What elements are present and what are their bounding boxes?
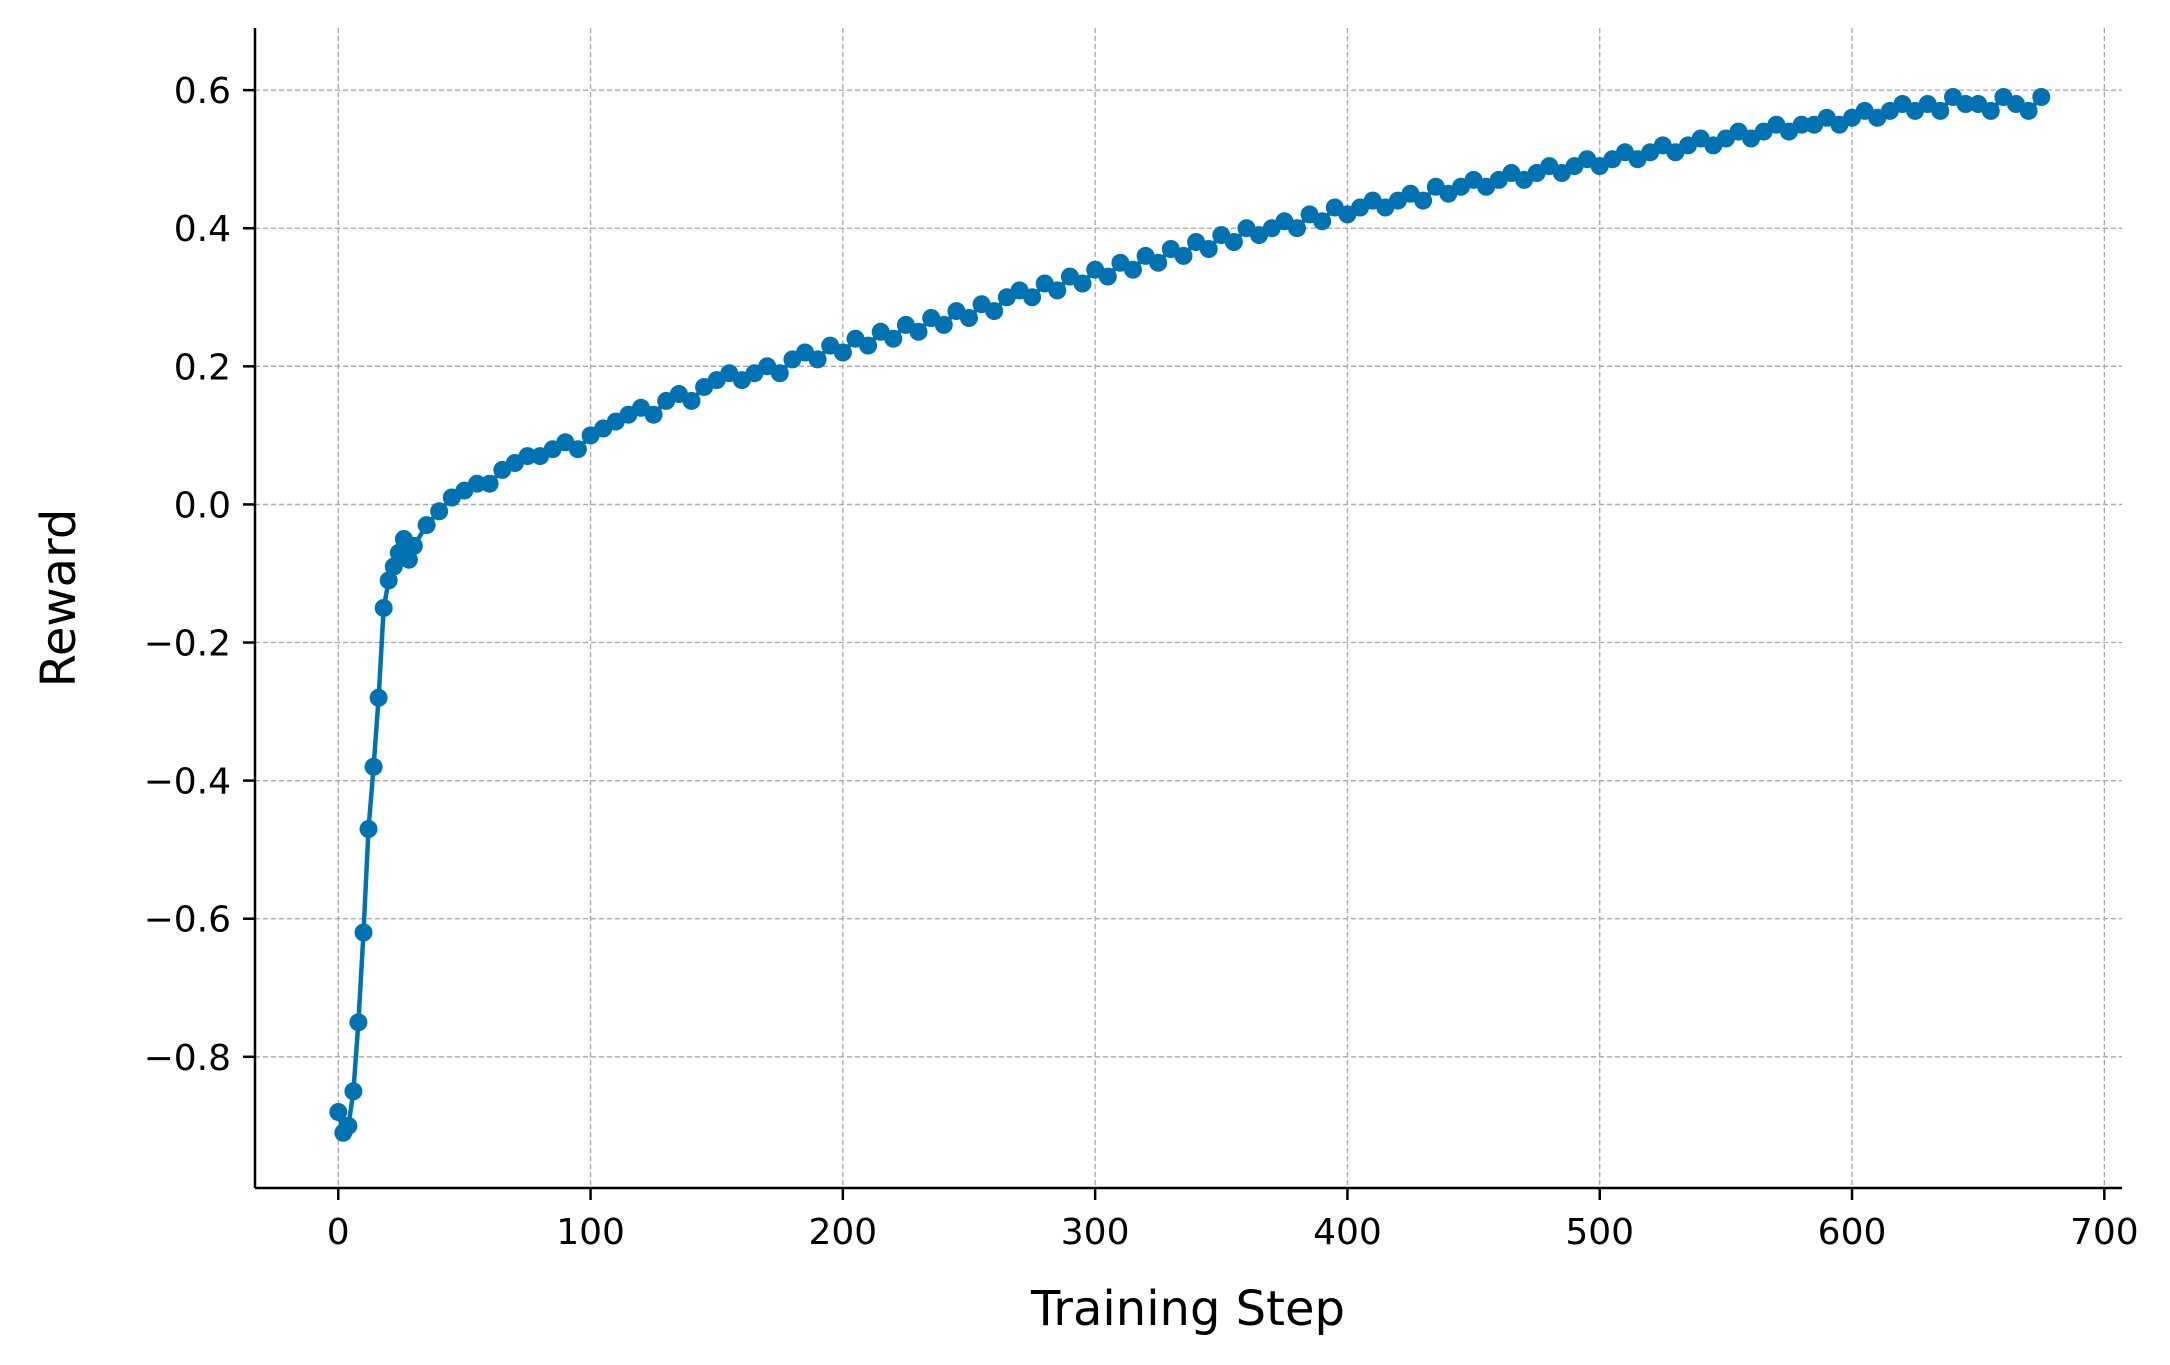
reward-point [1149, 253, 1168, 272]
reward-point [2032, 88, 2051, 106]
reward-point [934, 315, 953, 334]
reward-point [329, 1103, 348, 1121]
reward-point [1981, 101, 2000, 120]
x-tick-label: 600 [1818, 1212, 1887, 1253]
reward-point [1124, 260, 1142, 279]
y-tick-label: −0.4 [144, 762, 231, 803]
y-axis-label: Reward [31, 509, 87, 688]
reward-point [682, 391, 701, 410]
reward-point [1956, 95, 1975, 113]
reward-point [770, 364, 789, 383]
tick-labels: 0 100 200 300 400 500 600 700 −0.8 −0.6 −0.4 −0.2 0.… [144, 71, 2139, 1253]
reward-point [833, 343, 852, 362]
reward-point [369, 688, 388, 707]
reward-point [884, 329, 903, 348]
reward-point [404, 536, 423, 555]
tick-marks [243, 88, 2106, 1200]
reward-point [644, 405, 663, 424]
y-tick-label: 0.0 [174, 485, 231, 526]
reward-point [468, 474, 486, 493]
reward-point [1414, 191, 1433, 210]
reward-point [1288, 219, 1306, 238]
reward-point [344, 1082, 363, 1101]
x-axis-label: Training Step [1030, 1281, 1345, 1337]
reward-point [417, 516, 436, 535]
reward-point [374, 599, 393, 617]
reward-point [1792, 115, 1811, 134]
x-tick-label: 700 [2070, 1212, 2139, 1253]
reward-point [1098, 267, 1117, 286]
y-tick-label: −0.8 [144, 1038, 231, 1079]
reward-point [1023, 288, 1042, 307]
y-tick-label: 0.6 [174, 71, 231, 112]
reward-point [364, 757, 383, 776]
axes [253, 28, 2122, 1190]
reward-point [1048, 281, 1067, 300]
y-tick-label: −0.2 [144, 624, 231, 665]
y-tick-label: 0.2 [174, 347, 231, 388]
reward-point [1174, 246, 1193, 265]
reward-point [960, 309, 978, 327]
reward-point [359, 820, 378, 838]
reward-point [354, 923, 373, 942]
x-tick-label: 0 [327, 1212, 350, 1253]
x-tick-label: 500 [1565, 1212, 1634, 1253]
x-tick-label: 400 [1313, 1212, 1382, 1253]
y-tick-label: −0.6 [144, 900, 231, 941]
reward-point [808, 350, 827, 369]
series-layer [329, 88, 2051, 1142]
reward-point [568, 440, 587, 459]
reward-point [339, 1116, 358, 1135]
x-tick-label: 100 [556, 1212, 625, 1253]
reward-point [1073, 274, 1092, 293]
reward-point [1199, 240, 1218, 258]
reward-point [430, 502, 449, 521]
reward-point [1931, 101, 1950, 120]
reward-point [379, 571, 398, 590]
x-tick-label: 300 [1061, 1212, 1130, 1253]
reward-point [349, 1013, 368, 1032]
reward-point [480, 474, 499, 493]
reward-point [399, 550, 418, 569]
grid [255, 28, 2122, 1188]
reward-point [909, 322, 928, 341]
y-tick-label: 0.4 [174, 209, 231, 250]
reward-point [384, 557, 403, 576]
reward-point [859, 336, 878, 355]
reward-point [2019, 101, 2038, 120]
reward-point [1224, 233, 1243, 251]
reward-point [985, 302, 1004, 321]
reward-point [1313, 212, 1332, 231]
x-tick-label: 200 [808, 1212, 877, 1253]
reward-point [518, 447, 537, 466]
